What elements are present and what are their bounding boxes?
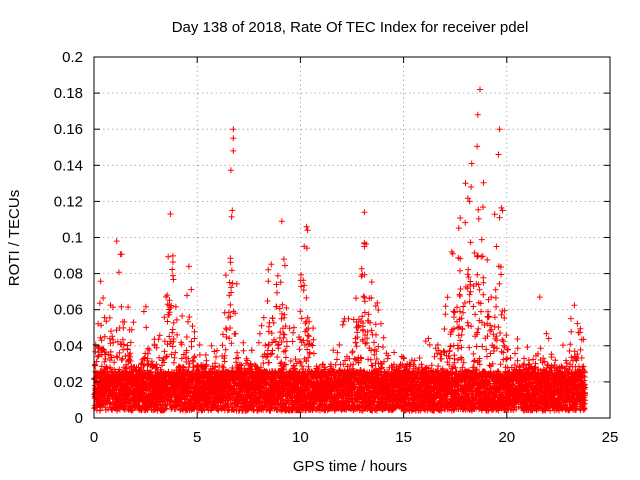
chart-title: Day 138 of 2018, Rate Of TEC Index for r… bbox=[172, 19, 529, 36]
x-axis: 0 5 10 15 20 25 bbox=[90, 57, 619, 446]
x-tick-label: 15 bbox=[395, 429, 412, 446]
y-tick-label: 0.12 bbox=[54, 193, 83, 210]
y-tick-label: 0.14 bbox=[54, 157, 83, 174]
x-tick-label: 25 bbox=[602, 429, 619, 446]
x-tick-label: 10 bbox=[292, 429, 309, 446]
x-tick-label: 5 bbox=[193, 429, 201, 446]
y-axis-label: ROTI / TECUs bbox=[6, 190, 23, 286]
y-tick-label: 0.04 bbox=[54, 338, 83, 355]
roti-points bbox=[91, 86, 589, 414]
y-tick-label: 0.08 bbox=[54, 266, 83, 283]
y-tick-label: 0.18 bbox=[54, 85, 83, 102]
y-axis: 0 0.02 0.04 0.06 0.08 0.1 0.12 0.14 0.16 0.18 0.2 bbox=[54, 49, 610, 427]
x-tick-label: 0 bbox=[90, 429, 98, 446]
y-tick-label: 0 bbox=[75, 410, 83, 427]
data-points bbox=[91, 86, 589, 414]
y-tick-label: 0.16 bbox=[54, 121, 83, 138]
y-tick-label: 0.02 bbox=[54, 374, 83, 391]
y-tick-label: 0.2 bbox=[62, 49, 83, 66]
grid-lines bbox=[94, 57, 610, 418]
x-axis-label: GPS time / hours bbox=[293, 458, 407, 475]
y-tick-label: 0.06 bbox=[54, 302, 83, 319]
y-tick-label: 0.1 bbox=[62, 230, 83, 247]
x-tick-label: 20 bbox=[498, 429, 515, 446]
